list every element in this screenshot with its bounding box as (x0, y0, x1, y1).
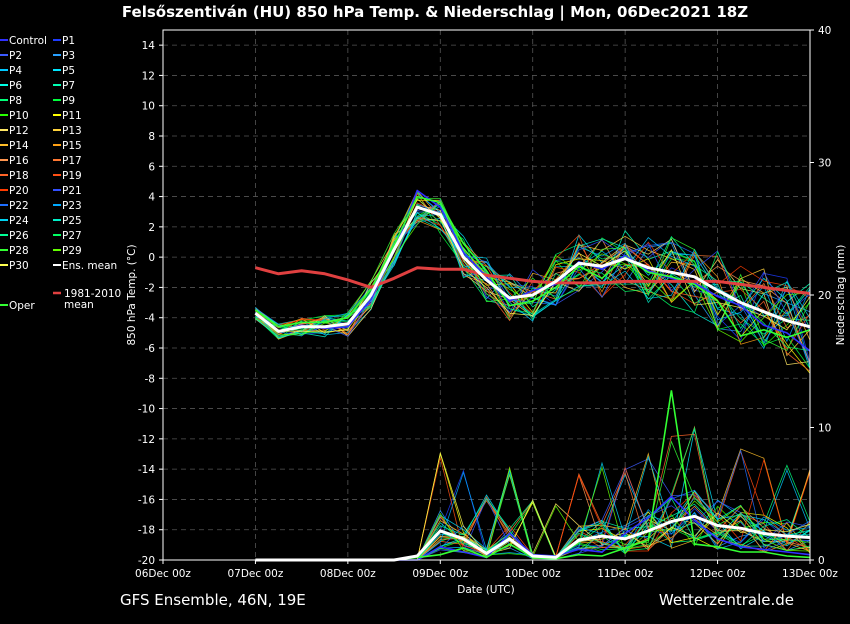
y-left-tick-label: 6 (148, 161, 155, 173)
legend-label: P17 (62, 155, 82, 167)
x-tick-label: 13Dec 00z (782, 568, 838, 580)
legend-label: P2 (9, 50, 22, 62)
legend-label: Ens. mean (62, 260, 117, 272)
legend-label: P8 (9, 95, 22, 107)
y-left-tick-label: -18 (138, 525, 155, 537)
y-left-tick-label: 4 (148, 192, 155, 204)
temp-line-control (254, 189, 811, 352)
legend-label: P3 (62, 50, 75, 62)
y-left-tick-label: -2 (145, 282, 155, 294)
legend-label: P28 (9, 245, 29, 257)
footer-left: GFS Ensemble, 46N, 19E (120, 591, 306, 609)
legend-label: P26 (9, 230, 29, 242)
legend-label: Oper (9, 300, 35, 312)
y-left-tick-label: -4 (145, 313, 156, 325)
legend-label: 1981-2010 mean (64, 288, 125, 311)
x-tick-label: 09Dec 00z (412, 568, 468, 580)
x-axis-label: Date (UTC) (457, 584, 514, 596)
legend-label: P22 (9, 200, 29, 212)
x-tick-label: 07Dec 00z (227, 568, 283, 580)
legend-label: P9 (62, 95, 75, 107)
legend-label: P23 (62, 200, 82, 212)
member-temp-line-p27 (255, 203, 811, 351)
y-right-tick-label: 10 (818, 423, 831, 435)
legend-label: P11 (62, 110, 82, 122)
y-right-tick-label: 30 (818, 158, 831, 170)
member-temp-line-p7 (255, 217, 811, 345)
x-ticks: 06Dec 00z 07Dec 00z 08Dec 00z 09Dec 00z 10De… (135, 560, 838, 580)
legend-label: Control (9, 35, 47, 47)
legend-label: P15 (62, 140, 82, 152)
y-left-tick-label: 10 (142, 101, 155, 113)
member-temp-line-p25 (255, 203, 811, 338)
legend-label: P29 (62, 245, 82, 257)
legend-label: P18 (9, 170, 29, 182)
legend-label: P1 (62, 35, 75, 47)
legend-label: P5 (62, 65, 75, 77)
y-right-ticks: 40 30 20 10 0 (810, 25, 831, 567)
y-right-tick-label: 40 (818, 25, 831, 37)
y-left-tick-label: -16 (138, 494, 155, 506)
y-left-tick-label: 8 (148, 131, 155, 143)
x-tick-label: 11Dec 00z (597, 568, 653, 580)
x-tick-label: 06Dec 00z (135, 568, 191, 580)
y-left-tick-label: 14 (142, 40, 156, 52)
legend-label: P13 (62, 125, 82, 137)
legend-label: P27 (62, 230, 82, 242)
legend-label: P7 (62, 80, 75, 92)
y-left-tick-label: 0 (148, 252, 155, 264)
y-left-ticks: 14 12 10 8 6 4 2 0 -2 -4 -6 -8 -10 -12 -14 -16 -18 -20 (138, 40, 163, 567)
legend-label: P19 (62, 170, 82, 182)
y-right-tick-label: 20 (818, 290, 831, 302)
legend-label: P6 (9, 80, 22, 92)
x-tick-label: 08Dec 00z (320, 568, 376, 580)
chart-title: Felsőszentiván (HU) 850 hPa Temp. & Nied… (122, 3, 748, 22)
y-left-tick-label: -20 (138, 555, 155, 567)
y-left-tick-label: -8 (145, 373, 155, 385)
legend-label: P16 (9, 155, 29, 167)
legend-label: P30 (9, 260, 29, 272)
temp-line-ens-mean (254, 205, 811, 333)
legend-label: P4 (9, 65, 22, 77)
y-left-tick-label: 12 (142, 70, 155, 82)
legend-label: P12 (9, 125, 29, 137)
y-left-tick-label: -10 (138, 404, 155, 416)
legend-label: P21 (62, 185, 82, 197)
legend-label: P24 (9, 215, 29, 227)
y-right-axis-label: Niederschlag (mm) (835, 245, 847, 346)
y-left-tick-label: -12 (138, 434, 155, 446)
legend-label: P25 (62, 215, 82, 227)
footer-right: Wetterzentrale.de (659, 591, 794, 609)
temp-line-1981-2010-mean (255, 266, 811, 295)
y-right-tick-label: 0 (818, 555, 825, 567)
member-temp-line-p28 (255, 197, 811, 352)
legend: Control P1 P2 P3 P4 P5 P6 P7 P8 P9 P10 P11 P12 P13 P14… (0, 35, 125, 312)
x-tick-label: 10Dec 00z (505, 568, 561, 580)
member-temp-line-p23 (255, 213, 811, 343)
y-left-tick-label: -6 (145, 343, 156, 355)
temp-line-oper (254, 195, 811, 339)
y-left-tick-label: 2 (148, 222, 155, 234)
legend-label: P14 (9, 140, 29, 152)
y-left-tick-label: -14 (138, 464, 155, 476)
y-left-axis-label: 850 hPa Temp. (°C) (126, 244, 138, 345)
legend-label: P10 (9, 110, 29, 122)
x-tick-label: 12Dec 00z (690, 568, 746, 580)
member-temp-line-p4 (255, 218, 811, 367)
legend-label: P20 (9, 185, 29, 197)
